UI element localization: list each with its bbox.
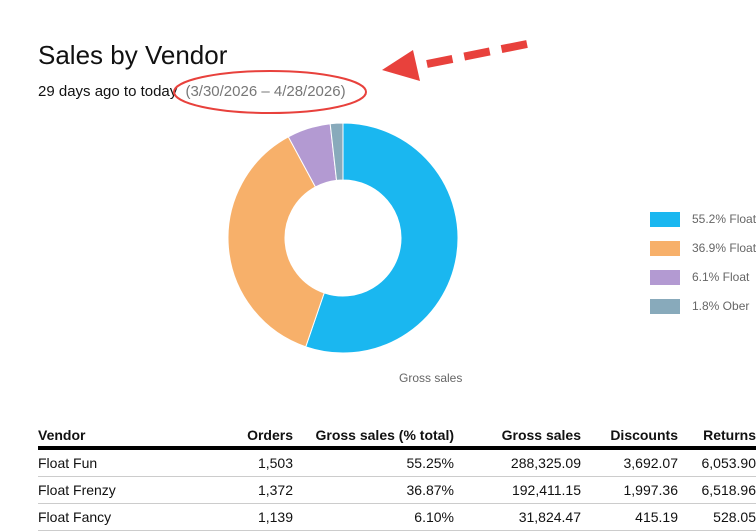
table-cell: 6,053.90 [678, 448, 756, 477]
donut-chart [227, 122, 459, 354]
vendor-name-cell: Float Fun [38, 448, 228, 477]
table-cell: 192,411.15 [454, 476, 581, 504]
page-title: Sales by Vendor [38, 40, 228, 70]
legend-item-1[interactable]: 55.2% Float [650, 211, 756, 229]
vendor-name-cell: Float Fancy [38, 503, 228, 531]
column-header[interactable]: Returns [678, 424, 756, 450]
legend-swatch [650, 299, 680, 314]
donut-slices [227, 122, 459, 354]
column-header[interactable]: Vendor [38, 424, 228, 450]
table-row[interactable]: Float Fancy 1,139 6.10% 31,824.47 415.19 528.… [38, 503, 756, 531]
column-header[interactable]: Gross sales [454, 424, 581, 450]
donut-slice-2[interactable] [227, 136, 325, 348]
table-cell: 1,503 [228, 448, 293, 477]
chart-caption: Gross sales [399, 371, 463, 385]
table-cell: 31,824.47 [454, 503, 581, 531]
table-cell: 6.10% [293, 503, 454, 531]
donut-slice-1[interactable] [305, 122, 459, 354]
table-cell: 36.87% [293, 476, 454, 504]
legend-label: 6.1% Float [692, 270, 750, 284]
column-header[interactable]: Discounts [581, 424, 678, 450]
table-body: Float Fun 1,503 55.25% 288,325.09 3,692.07 6,… [38, 448, 756, 531]
legend-swatch [650, 212, 680, 227]
donut-slice-4[interactable] [329, 122, 344, 181]
legend-item-3[interactable]: 6.1% Float [650, 269, 756, 287]
table-row[interactable]: Float Frenzy 1,372 36.87% 192,411.15 1,997.3… [38, 476, 756, 504]
legend-label: 1.8% Ober [692, 299, 750, 313]
table-cell: 528.05 [678, 503, 756, 531]
table-cell: 1,372 [228, 476, 293, 504]
table-cell: 3,692.07 [581, 448, 678, 477]
table-cell: 1,997.36 [581, 476, 678, 504]
vendor-name-cell: Float Frenzy [38, 476, 228, 504]
legend-item-2[interactable]: 36.9% Float [650, 240, 756, 258]
legend-label: 55.2% Float [692, 212, 756, 226]
legend-item-4[interactable]: 1.8% Ober [650, 298, 756, 316]
legend-label: 36.9% Float [692, 241, 756, 255]
table-cell: 415.19 [581, 503, 678, 531]
table-header-row: Vendor Orders Gross sales (% total) Gross s… [38, 424, 756, 450]
column-header[interactable]: Gross sales (% total) [293, 424, 454, 450]
table-cell: 6,518.96 [678, 476, 756, 504]
chart-legend: 55.2% Float 36.9% Float 6.1% Float 1.8% Obe… [650, 211, 756, 327]
table-cell: 1,139 [228, 503, 293, 531]
legend-swatch [650, 270, 680, 285]
table-row[interactable]: Float Fun 1,503 55.25% 288,325.09 3,692.07 6,… [38, 448, 756, 477]
period-label: 29 days ago to today [38, 83, 178, 100]
table-cell: 288,325.09 [454, 448, 581, 477]
column-header[interactable]: Orders [228, 424, 293, 450]
legend-swatch [650, 241, 680, 256]
table-cell: 55.25% [293, 448, 454, 477]
vendor-table: Vendor Orders Gross sales (% total) Gross s… [38, 424, 756, 531]
